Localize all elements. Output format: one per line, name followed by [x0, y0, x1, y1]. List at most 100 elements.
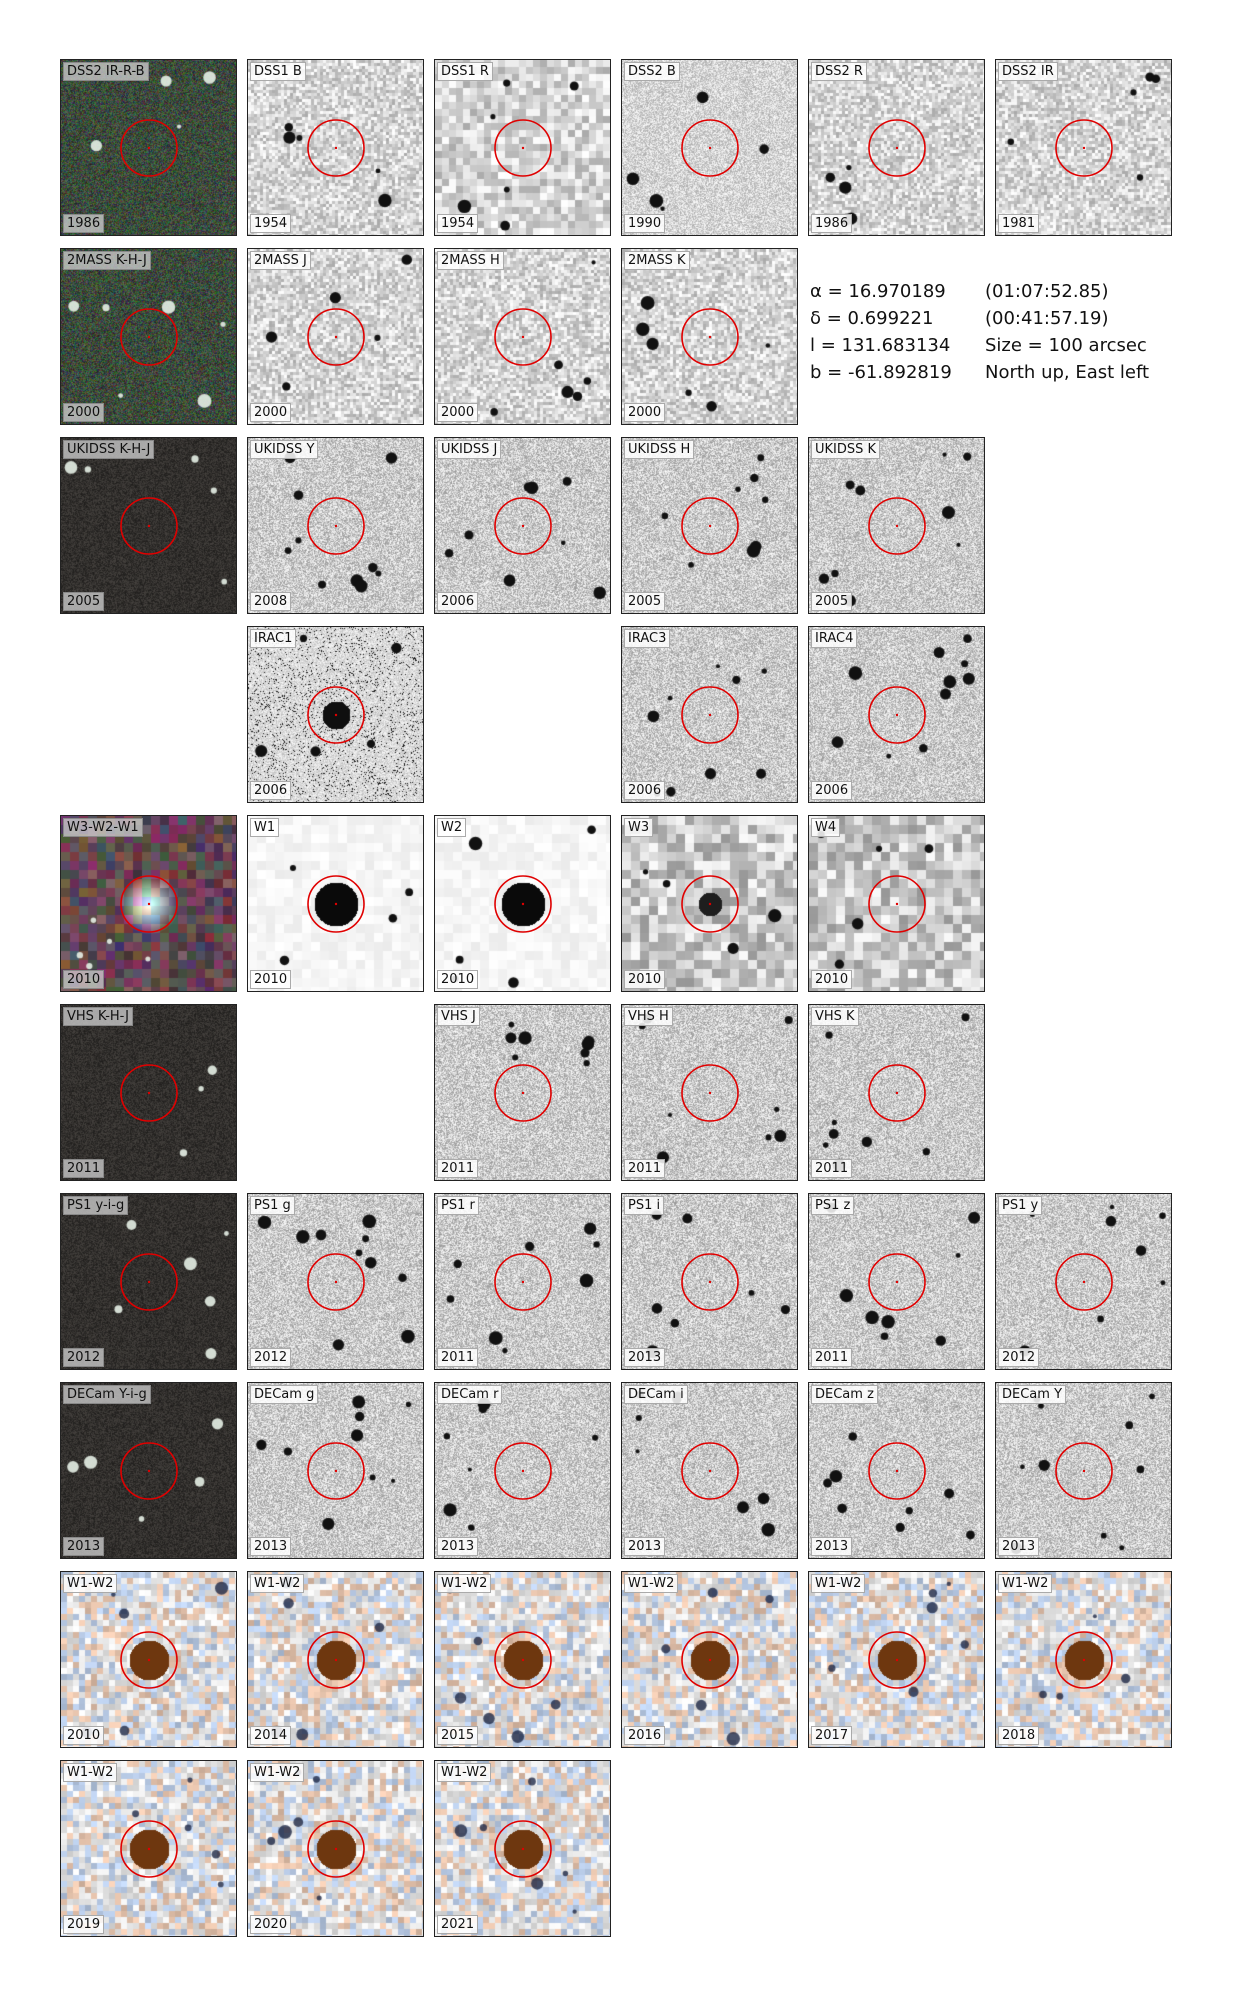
- target-marker: [120, 1253, 178, 1311]
- epoch-year: 2011: [63, 1159, 105, 1178]
- target-center-dot: [334, 713, 338, 717]
- coordinates-block: α = 16.970189 (01:07:52.85) δ = 0.699221…: [810, 278, 1149, 386]
- band-label: UKIDSS K: [811, 440, 881, 459]
- size-value: Size = 100 arcsec: [985, 335, 1147, 356]
- target-circle: [120, 119, 178, 177]
- band-label: IRAC3: [624, 629, 671, 648]
- target-center-dot: [708, 146, 712, 150]
- target-circle: [681, 1631, 739, 1689]
- cutout-panel: DSS2 R 1986: [808, 59, 985, 236]
- target-marker: [494, 1442, 552, 1500]
- epoch-year: 2012: [63, 1348, 105, 1367]
- cutout-panel: W3 2010: [621, 815, 798, 992]
- target-marker: [681, 1631, 739, 1689]
- target-marker: [307, 686, 365, 744]
- cutout-panel: DSS2 B 1990: [621, 59, 798, 236]
- target-marker: [868, 1064, 926, 1122]
- target-center-dot: [708, 902, 712, 906]
- band-label: W2: [437, 818, 467, 837]
- cutout-panel: 2MASS K-H-J 2000: [60, 248, 237, 425]
- target-circle: [307, 119, 365, 177]
- target-marker: [120, 875, 178, 933]
- target-circle: [307, 308, 365, 366]
- target-marker: [307, 1442, 365, 1500]
- target-marker: [681, 686, 739, 744]
- epoch-year: 2010: [624, 970, 666, 989]
- target-center-dot: [334, 1658, 338, 1662]
- epoch-year: 2013: [624, 1537, 666, 1556]
- target-circle: [494, 1253, 552, 1311]
- target-marker: [120, 1631, 178, 1689]
- band-label: W1-W2: [437, 1763, 492, 1782]
- target-circle: [681, 308, 739, 366]
- target-center-dot: [708, 1658, 712, 1662]
- target-center-dot: [895, 902, 899, 906]
- epoch-year: 2013: [437, 1537, 479, 1556]
- cutout-panel: W1-W2 2020: [247, 1760, 424, 1937]
- band-label: UKIDSS Y: [250, 440, 319, 459]
- band-label: DSS2 B: [624, 62, 680, 81]
- target-center-dot: [147, 146, 151, 150]
- target-marker: [307, 1253, 365, 1311]
- epoch-year: 1954: [250, 214, 292, 233]
- epoch-year: 2000: [437, 403, 479, 422]
- target-center-dot: [334, 524, 338, 528]
- target-circle: [307, 1631, 365, 1689]
- band-label: PS1 z: [811, 1196, 855, 1215]
- cutout-panel: DSS2 IR-R-B 1986: [60, 59, 237, 236]
- target-center-dot: [334, 902, 338, 906]
- band-label: 2MASS H: [437, 251, 504, 270]
- band-label: 2MASS J: [250, 251, 311, 270]
- target-center-dot: [895, 524, 899, 528]
- epoch-year: 2015: [437, 1726, 479, 1745]
- target-center-dot: [895, 146, 899, 150]
- target-circle: [868, 875, 926, 933]
- target-center-dot: [708, 1091, 712, 1095]
- band-label: W1-W2: [437, 1574, 492, 1593]
- epoch-year: 2005: [63, 592, 105, 611]
- target-center-dot: [334, 335, 338, 339]
- target-marker: [1055, 1631, 1113, 1689]
- epoch-year: 2011: [437, 1348, 479, 1367]
- target-circle: [494, 1442, 552, 1500]
- cutout-panel: DECam g 2013: [247, 1382, 424, 1559]
- target-center-dot: [521, 1091, 525, 1095]
- band-label: DSS2 IR: [998, 62, 1058, 81]
- cutout-panel: VHS K 2011: [808, 1004, 985, 1181]
- target-circle: [681, 119, 739, 177]
- epoch-year: 1954: [437, 214, 479, 233]
- cutout-panel: W1-W2 2019: [60, 1760, 237, 1937]
- epoch-year: 2018: [998, 1726, 1040, 1745]
- epoch-year: 2013: [998, 1537, 1040, 1556]
- epoch-year: 1986: [811, 214, 853, 233]
- target-center-dot: [521, 524, 525, 528]
- cutout-panel: DECam Y-i-g 2013: [60, 1382, 237, 1559]
- band-label: DSS2 IR-R-B: [63, 62, 149, 81]
- dec-sexagesimal: (00:41:57.19): [985, 308, 1109, 329]
- cutout-panel: UKIDSS J 2006: [434, 437, 611, 614]
- cutout-panel: W1 2010: [247, 815, 424, 992]
- target-circle: [494, 875, 552, 933]
- epoch-year: 2006: [250, 781, 292, 800]
- band-label: DSS2 R: [811, 62, 867, 81]
- target-center-dot: [895, 1658, 899, 1662]
- target-marker: [868, 686, 926, 744]
- target-center-dot: [521, 146, 525, 150]
- cutout-panel: PS1 i 2013: [621, 1193, 798, 1370]
- band-label: IRAC4: [811, 629, 858, 648]
- epoch-year: 2000: [63, 403, 105, 422]
- band-label: W3: [624, 818, 654, 837]
- cutout-panel: W1-W2 2018: [995, 1571, 1172, 1748]
- target-circle: [681, 1442, 739, 1500]
- band-label: W1: [250, 818, 280, 837]
- target-center-dot: [334, 1847, 338, 1851]
- band-label: VHS J: [437, 1007, 480, 1026]
- target-center-dot: [521, 902, 525, 906]
- target-marker: [681, 1442, 739, 1500]
- target-marker: [494, 875, 552, 933]
- cutout-panel: DSS1 R 1954: [434, 59, 611, 236]
- target-circle: [120, 1631, 178, 1689]
- target-circle: [307, 1253, 365, 1311]
- target-center-dot: [521, 1469, 525, 1473]
- target-marker: [307, 119, 365, 177]
